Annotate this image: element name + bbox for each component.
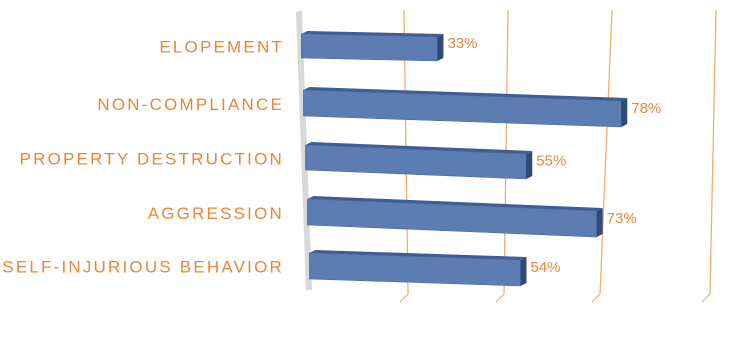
- data-label: 54%: [530, 259, 560, 276]
- category-label: SELF-INJURIOUS BEHAVIOR: [2, 258, 284, 277]
- bar: [307, 196, 603, 238]
- bar-top-face: [305, 142, 533, 154]
- labels: ELOPEMENT 33% NON-COMPLIANCE 78% PROPERTY DE…: [2, 35, 661, 277]
- bar-top-face: [301, 31, 444, 37]
- bar-top-face: [307, 196, 603, 211]
- bars: [301, 31, 628, 287]
- bar-top-face: [303, 87, 628, 101]
- category-label: NON-COMPLIANCE: [97, 95, 284, 114]
- bar-end-face: [437, 34, 444, 61]
- category-label: ELOPEMENT: [159, 37, 284, 56]
- data-label: 55%: [536, 153, 566, 170]
- bar-end-face: [621, 98, 628, 127]
- bar-end-face: [596, 208, 603, 237]
- bar: [301, 31, 444, 62]
- category-label: PROPERTY DESTRUCTION: [20, 149, 284, 168]
- data-label: 73%: [607, 210, 637, 227]
- data-label: 33%: [447, 35, 477, 52]
- category-label: AGGRESSION: [148, 204, 284, 223]
- gridline: [591, 9, 613, 303]
- bar: [305, 142, 533, 180]
- bar-front-face: [307, 198, 597, 238]
- bar-front-face: [301, 33, 438, 62]
- bar-top-face: [309, 250, 527, 260]
- gridline: [701, 9, 717, 303]
- data-label: 78%: [631, 100, 661, 117]
- bar: [309, 250, 527, 287]
- bar-end-face: [526, 151, 533, 179]
- bar-front-face: [303, 89, 622, 128]
- bar: [303, 87, 628, 128]
- bar-end-face: [520, 257, 527, 286]
